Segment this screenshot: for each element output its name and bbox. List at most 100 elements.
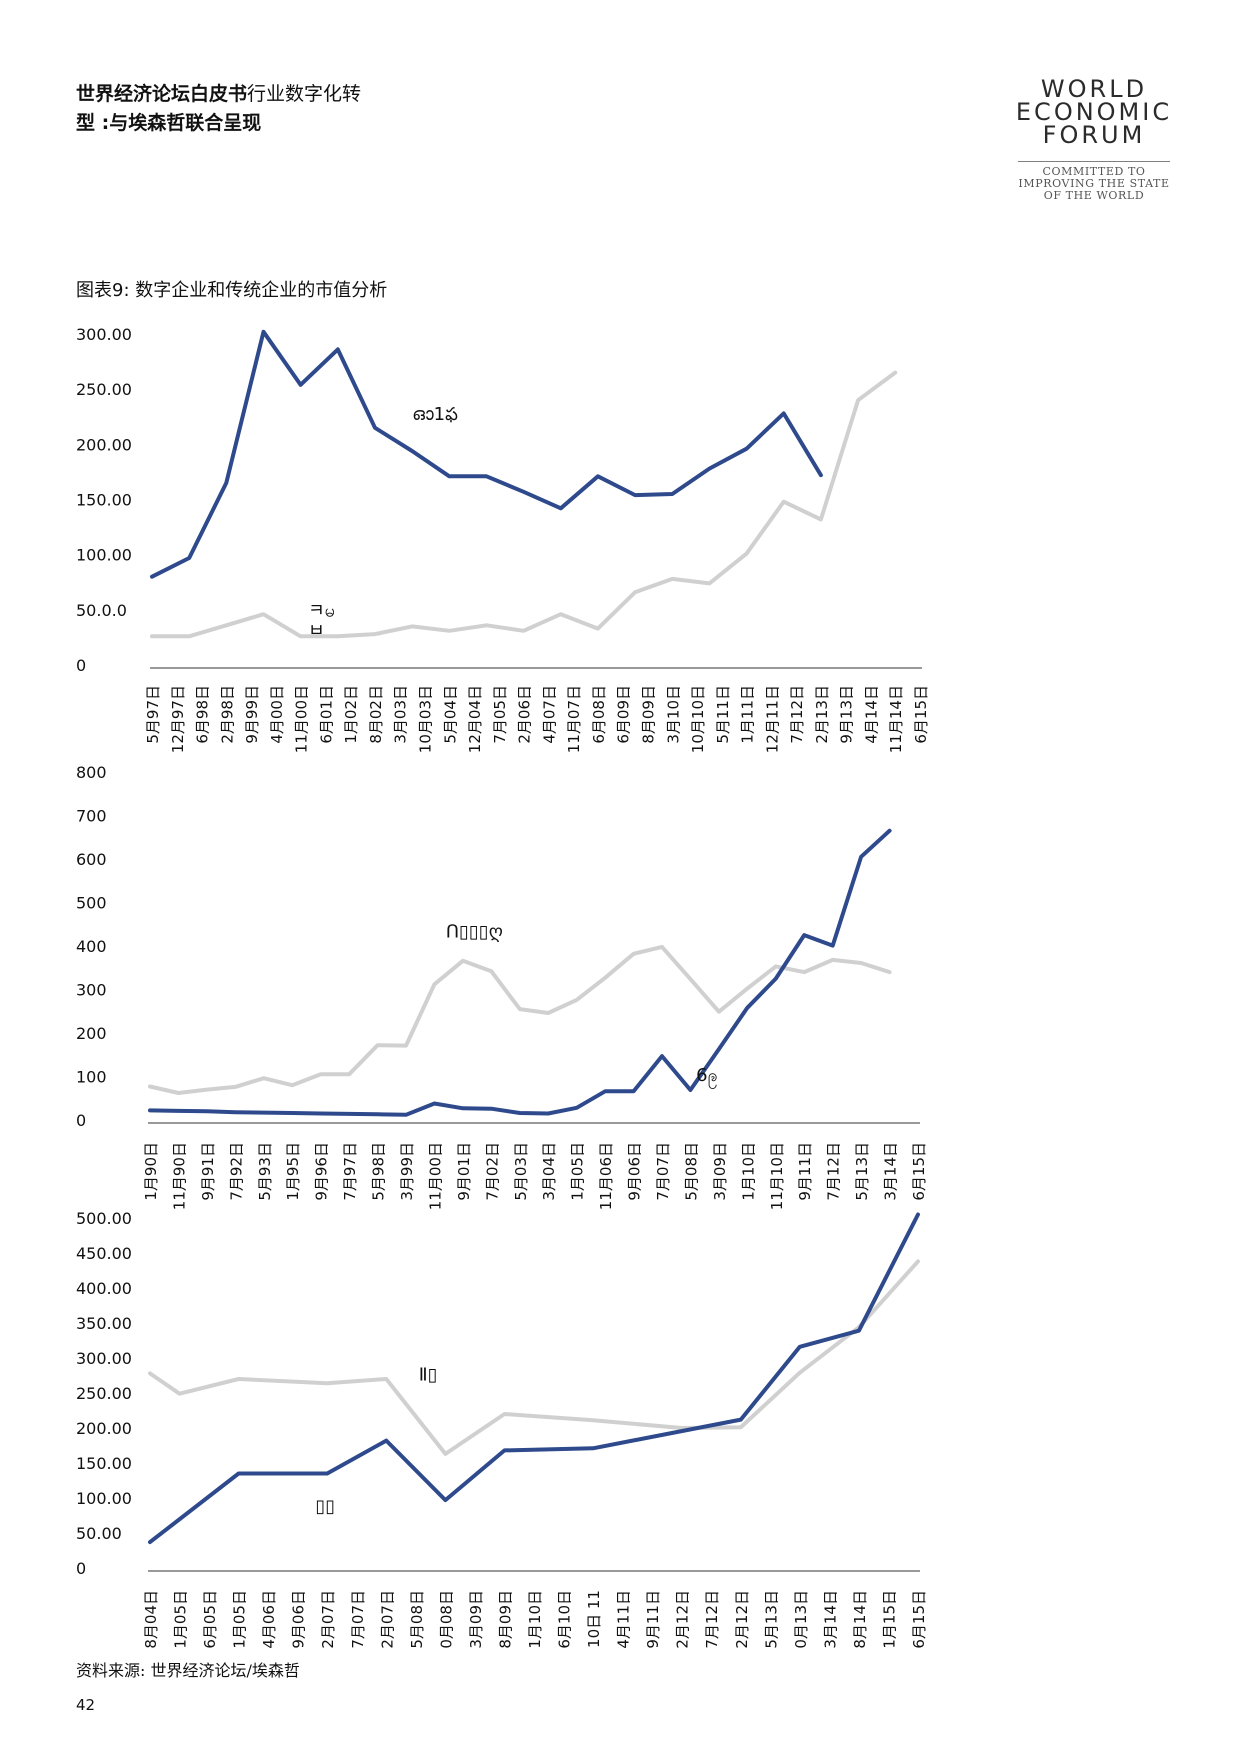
y-tick-label: 300.00 <box>76 1349 132 1368</box>
x-tick-label: 2月12日 <box>674 1590 692 1648</box>
x-tick-label: 11月14日 <box>887 685 905 753</box>
y-tick-label: 250.00 <box>76 1384 132 1403</box>
x-tick-label: 9月99日 <box>243 685 261 744</box>
x-tick-label: 8月09日 <box>639 685 657 744</box>
x-tick-label: 04月06日 <box>260 1590 278 1648</box>
x-tick-label: 1月05日 <box>569 1142 587 1201</box>
y-tick-label: 50.0.0 <box>76 601 127 620</box>
y-tick-label: 100.00 <box>76 1489 132 1508</box>
x-tick-label: 5月04日 <box>441 685 459 744</box>
x-tick-label: 7月97日 <box>341 1142 359 1201</box>
x-tick-label: 3月10日 <box>664 685 682 744</box>
wef-logo: WORLD ECONOMIC FORUM COMMITTED TO IMPROV… <box>1014 77 1174 202</box>
x-tick-label: 1月11日 <box>739 685 757 744</box>
chart-top-svg: 0 50.0.0 100.00 150.00 200.00 250.00 300.00 5月9… <box>76 325 930 753</box>
x-tick-label: 10月13日 <box>792 1590 810 1648</box>
x-tick-label: 10月03日 <box>417 685 435 753</box>
x-tick-label: 1月15日 <box>880 1590 898 1648</box>
x-tick-label: 5月13日 <box>853 1142 871 1201</box>
series-annotation: ▯▯ <box>315 1496 335 1517</box>
y-tick-label: 0 <box>76 1111 86 1130</box>
x-tick-label: 8月14日 <box>851 1590 869 1648</box>
x-tick-label: 3月03日 <box>392 685 410 744</box>
x-tick-label: 7月12日 <box>788 685 806 744</box>
x-tick-label: 9月01日 <box>455 1142 473 1201</box>
y-tick-label: 0 <box>76 656 86 675</box>
x-tick-label: 11月10日 <box>768 1142 786 1210</box>
source-note: 资料来源: 世界经济论坛/埃森哲 <box>76 1661 300 1680</box>
x-tick-label: 9月06日 <box>626 1142 644 1201</box>
x-tick-label: 12月12日 <box>733 1590 751 1648</box>
logo-wordmark-line3: FORUM <box>1042 121 1146 149</box>
x-tick-label: 1月02日 <box>342 685 360 744</box>
series-line-digital <box>148 828 892 1117</box>
x-tick-label: 9月13日 <box>838 685 856 744</box>
x-tick-label: 4月07日 <box>540 685 558 744</box>
x-tick-label: 1月10日 <box>739 1142 757 1201</box>
x-tick-label: 11月90日 <box>170 1142 188 1210</box>
x-tick-label: 2月13日 <box>813 685 831 744</box>
x-tick-label: 9月91日 <box>199 1142 217 1201</box>
x-tick-label: 5月03日 <box>512 1142 530 1201</box>
chart-middle: 0 100 200 300 400 500 600 700 800 1月90日 11月90日 9月91… <box>0 760 1240 1220</box>
x-tick-label: 11月00日 <box>426 1142 444 1210</box>
x-tick-label: 4月14日 <box>862 685 880 744</box>
x-tick-label: 5月98日 <box>370 1142 388 1201</box>
series-line-traditional <box>150 370 898 639</box>
x-tick-label: 6月05日 <box>201 1590 219 1648</box>
series-annotation: Ⅱ▯ <box>419 1364 438 1385</box>
x-tick-label: 月 10日 11 <box>585 1590 603 1648</box>
y-tick-label: 500 <box>76 894 107 913</box>
report-title-line1: 世界经济论坛白皮书行业数字化转 <box>76 80 496 109</box>
y-tick-label: 400.00 <box>76 1279 132 1298</box>
report-title-part-b: 行业数字化转 <box>247 83 362 105</box>
x-tick-label: 3月09日 <box>467 1590 485 1648</box>
y-tick-label: 450.00 <box>76 1244 132 1263</box>
x-tick-label: 5月93日 <box>256 1142 274 1201</box>
series-annotation: ㅂ <box>308 620 325 641</box>
x-tick-label: 7月02日 <box>483 1142 501 1201</box>
y-tick-label: 100 <box>76 1068 107 1087</box>
x-tick-label: 1月90日 <box>142 1142 160 1201</box>
x-tick-label: 9月11日 <box>644 1590 662 1648</box>
y-tick-label: 300.00 <box>76 325 132 344</box>
logo-tagline-line3: OF THE WORLD <box>1043 189 1145 202</box>
x-tick-label: 10月10日 <box>689 685 707 753</box>
x-tick-label: 09月06日 <box>290 1590 308 1648</box>
y-tick-label: 300 <box>76 981 107 1000</box>
y-tick-label: 150.00 <box>76 1454 132 1473</box>
x-tick-label: 2月06日 <box>516 685 534 744</box>
x-tick-label: 1月10日 <box>526 1590 544 1648</box>
x-tick-label: 6月15日 <box>912 685 930 744</box>
y-tick-label: 400 <box>76 937 107 956</box>
y-tick-label: 800 <box>76 763 107 782</box>
x-tick-label: 7月12日 <box>703 1590 721 1648</box>
y-tick-label: 600 <box>76 850 107 869</box>
x-tick-label: 6月09日 <box>615 685 633 744</box>
x-tick-label: 11月00日 <box>293 685 311 753</box>
x-tick-label: 12月04日 <box>466 685 484 753</box>
x-tick-label: 12月07日 <box>378 1590 396 1648</box>
x-tick-label: 11月06日 <box>597 1142 615 1210</box>
x-tick-label: 7月07日 <box>654 1142 672 1201</box>
series-annotation: ഓ1ఫ <box>412 404 458 425</box>
logo-wordmark-line2: ECONOMIC <box>1015 98 1173 126</box>
series-annotation: ㅋမ <box>308 600 335 621</box>
y-tick-label: 200.00 <box>76 1419 132 1438</box>
series-annotation: 6ဨ <box>696 1065 718 1089</box>
series-line-traditional <box>148 1259 920 1456</box>
x-tick-label: 6月15日 <box>910 1590 928 1648</box>
x-tick-label: 07月07日 <box>349 1590 367 1648</box>
x-tick-label: 10月08日 <box>437 1590 455 1648</box>
x-tick-label: 3月04日 <box>540 1142 558 1201</box>
x-tick-label: 6月10日 <box>556 1590 574 1648</box>
figure-title: 图表9: 数字企业和传统企业的市值分析 <box>76 280 388 301</box>
x-tick-label: 4月00日 <box>268 685 286 744</box>
series-line-traditional <box>148 944 892 1095</box>
y-tick-label: 350.00 <box>76 1314 132 1333</box>
series-line-digital <box>150 329 823 579</box>
y-tick-label: 250.00 <box>76 380 132 399</box>
y-tick-label: 700 <box>76 807 107 826</box>
report-title-part-a: 世界经济论坛白皮书 <box>76 83 248 105</box>
logo-tagline-line2: IMPROVING THE STATE <box>1018 177 1170 190</box>
